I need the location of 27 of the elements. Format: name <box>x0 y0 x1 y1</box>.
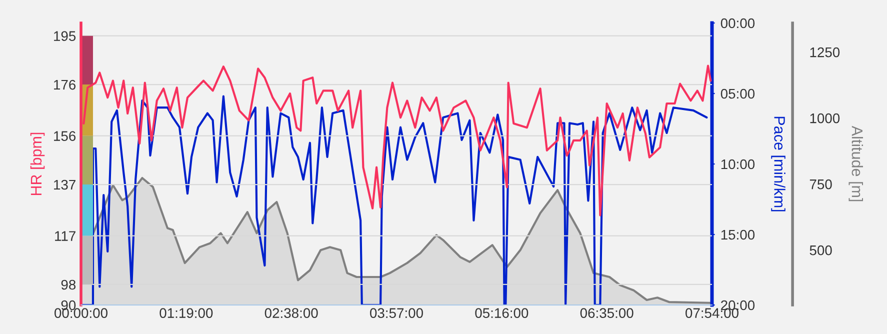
y-tick-label: 90 <box>61 300 76 310</box>
x-tick-label: 05:16:00 <box>475 308 528 318</box>
y-tick-label: 156 <box>54 131 76 141</box>
y-tick-label: 137 <box>54 180 76 190</box>
x-tick-label: 07:54:00 <box>686 308 738 318</box>
y-axis-title: HR [bpm] <box>30 132 45 196</box>
y2-tick-label: 10:00 <box>721 159 755 170</box>
y2-tick-label: 00:00 <box>720 18 755 28</box>
y3-tick-label: 750 <box>810 179 832 190</box>
x-tick-label: 06:35:00 <box>580 308 634 318</box>
y2-tick-label: 20:00 <box>721 300 755 310</box>
y-tick-label: 195 <box>54 31 76 41</box>
x-tick-label: 02:38:00 <box>264 308 318 318</box>
y3-tick-label: 1250 <box>810 47 840 58</box>
y2-axis-title: Pace [min/km] <box>771 116 786 212</box>
y3-axis-title: Altitude [m] <box>848 126 863 202</box>
x-tick-label: 03:57:00 <box>370 308 423 318</box>
x-tick-label: 00:00:00 <box>54 308 108 318</box>
y-tick-label: 98 <box>61 280 76 290</box>
y-tick-label: 176 <box>54 80 76 90</box>
y3-tick-label: 500 <box>810 245 832 256</box>
y3-tick-label: 1000 <box>810 113 840 124</box>
y-tick-label: 117 <box>55 231 76 241</box>
y2-tick-label: 15:00 <box>721 230 755 240</box>
line-series <box>81 95 708 305</box>
y2-tick-label: 05:00 <box>720 88 755 99</box>
x-tick-label: 01:19:00 <box>160 308 213 318</box>
